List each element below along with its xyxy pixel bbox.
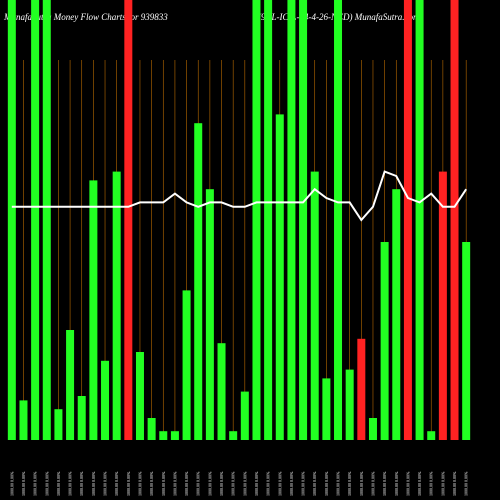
- bar: [334, 0, 343, 440]
- x-tick-label: 1000.00 0.00%: [277, 471, 282, 496]
- bar: [392, 189, 401, 440]
- x-tick-label: 1000.00 0.00%: [33, 471, 38, 496]
- x-tick-label: 1000.00 0.00%: [452, 471, 457, 496]
- bar: [66, 330, 75, 440]
- x-tick-label: 1000.00 0.00%: [161, 471, 166, 496]
- bar: [264, 0, 273, 440]
- bar: [462, 242, 471, 440]
- x-tick-label: 1000.00 0.00%: [91, 471, 96, 496]
- bar: [438, 171, 447, 440]
- bar: [19, 400, 28, 440]
- bar: [101, 360, 110, 440]
- bar: [427, 431, 436, 440]
- x-tick-label: 1000.00 0.00%: [312, 471, 317, 496]
- bar: [240, 391, 249, 440]
- x-tick-label: 1000.00 0.00%: [172, 471, 177, 496]
- x-tick-label: 1000.00 0.00%: [370, 471, 375, 496]
- bar: [415, 0, 424, 440]
- x-tick-label: 1000.00 0.00%: [114, 471, 119, 496]
- x-tick-label: 1000.00 0.00%: [103, 471, 108, 496]
- bar: [31, 0, 40, 440]
- x-tick-label: 1000.00 0.00%: [137, 471, 142, 496]
- bar: [147, 418, 156, 440]
- x-tick-label: 1000.00 0.00%: [149, 471, 154, 496]
- bar: [299, 0, 308, 440]
- x-tick-label: 1000.00 0.00%: [207, 471, 212, 496]
- x-tick-label: 1000.00 0.00%: [196, 471, 201, 496]
- x-tick-label: 1000.00 0.00%: [405, 471, 410, 496]
- x-tick-label: 1000.00 0.00%: [44, 471, 49, 496]
- bar: [345, 369, 354, 440]
- x-tick-label: 1000.00 0.00%: [464, 471, 469, 496]
- x-tick-label: 1000.00 0.00%: [231, 471, 236, 496]
- x-tick-label: 1000.00 0.00%: [184, 471, 189, 496]
- bar: [252, 0, 261, 440]
- x-tick-label: 1000.00 0.00%: [9, 471, 14, 496]
- x-tick-label: 1000.00 0.00%: [21, 471, 26, 496]
- x-tick-label: 1000.00 0.00%: [336, 471, 341, 496]
- bar: [135, 352, 144, 440]
- bar: [368, 418, 377, 440]
- x-tick-label: 1000.00 0.00%: [324, 471, 329, 496]
- bar: [182, 290, 191, 440]
- x-tick-label: 1000.00 0.00%: [242, 471, 247, 496]
- bar: [7, 0, 16, 440]
- x-tick-label: 1000.00 0.00%: [79, 471, 84, 496]
- bar: [42, 0, 51, 440]
- bar: [357, 338, 366, 440]
- bar: [229, 431, 238, 440]
- bar: [380, 242, 389, 440]
- x-tick-label: 1000.00 0.00%: [68, 471, 73, 496]
- x-tick-label: 1000.00 0.00%: [219, 471, 224, 496]
- bar: [170, 431, 179, 440]
- bar: [287, 0, 296, 440]
- x-tick-label: 1000.00 0.00%: [254, 471, 259, 496]
- bar: [124, 0, 133, 440]
- bar: [403, 0, 412, 440]
- x-tick-label: 1000.00 0.00%: [266, 471, 271, 496]
- bar: [205, 189, 214, 440]
- x-tick-label: 1000.00 0.00%: [429, 471, 434, 496]
- x-tick-label: 1000.00 0.00%: [347, 471, 352, 496]
- x-tick-label: 1000.00 0.00%: [394, 471, 399, 496]
- x-tick-label: 1000.00 0.00%: [56, 471, 61, 496]
- x-tick-label: 1000.00 0.00%: [417, 471, 422, 496]
- bar: [275, 114, 284, 441]
- x-tick-label: 1000.00 0.00%: [382, 471, 387, 496]
- x-tick-label: 1000.00 0.00%: [440, 471, 445, 496]
- bar: [450, 0, 459, 440]
- bar: [310, 171, 319, 440]
- x-tick-label: 1000.00 0.00%: [126, 471, 131, 496]
- x-tick-label: 1000.00 0.00%: [301, 471, 306, 496]
- x-tick-label: 1000.00 0.00%: [289, 471, 294, 496]
- bar: [54, 409, 63, 440]
- chart-title: MunafaSutra Money Flow Charts for 939833: [3, 12, 168, 22]
- bar: [89, 180, 98, 440]
- x-tick-label: 1000.00 0.00%: [359, 471, 364, 496]
- bar: [322, 378, 331, 440]
- bar: [159, 431, 168, 440]
- bar: [112, 171, 121, 440]
- bar: [194, 123, 203, 440]
- bar: [217, 343, 226, 440]
- money-flow-line: [11, 170, 468, 222]
- bar: [77, 396, 86, 440]
